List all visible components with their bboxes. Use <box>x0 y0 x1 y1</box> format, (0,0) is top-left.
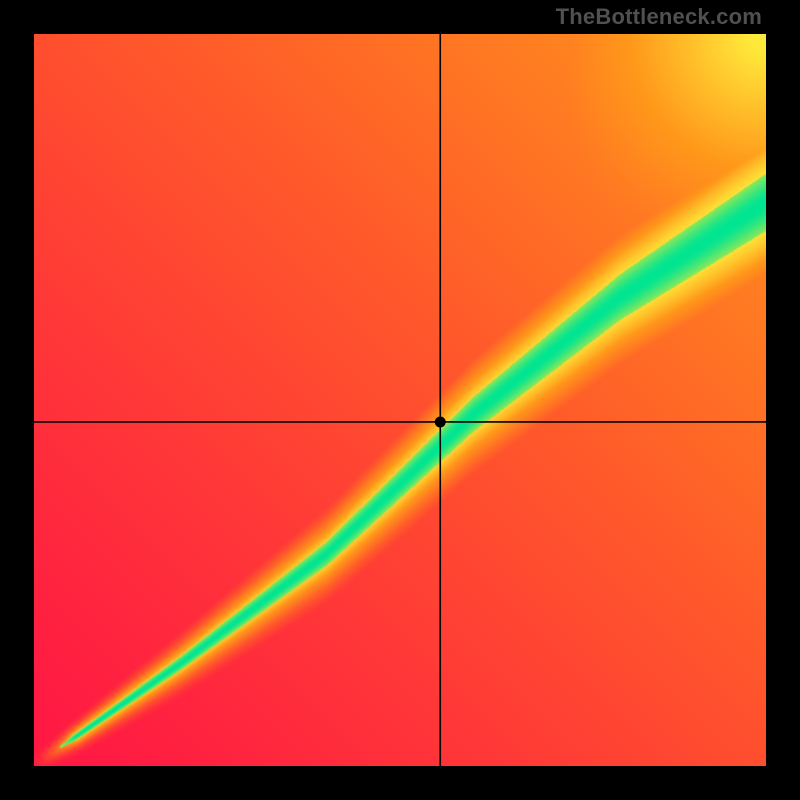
heatmap-canvas <box>34 34 766 766</box>
watermark-text: TheBottleneck.com <box>556 4 762 30</box>
plot-area <box>34 34 766 766</box>
